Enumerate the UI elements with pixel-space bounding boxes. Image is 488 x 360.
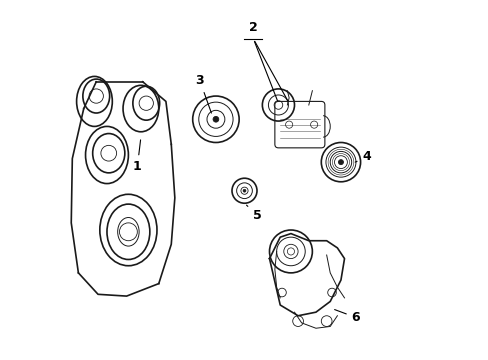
Circle shape (243, 189, 245, 192)
Text: 1: 1 (133, 140, 142, 174)
Text: 2: 2 (248, 21, 257, 33)
Text: 5: 5 (246, 205, 261, 221)
Text: 3: 3 (195, 74, 211, 113)
Circle shape (213, 116, 218, 122)
Text: 4: 4 (354, 150, 370, 163)
Text: 6: 6 (334, 310, 360, 324)
Circle shape (338, 159, 343, 165)
